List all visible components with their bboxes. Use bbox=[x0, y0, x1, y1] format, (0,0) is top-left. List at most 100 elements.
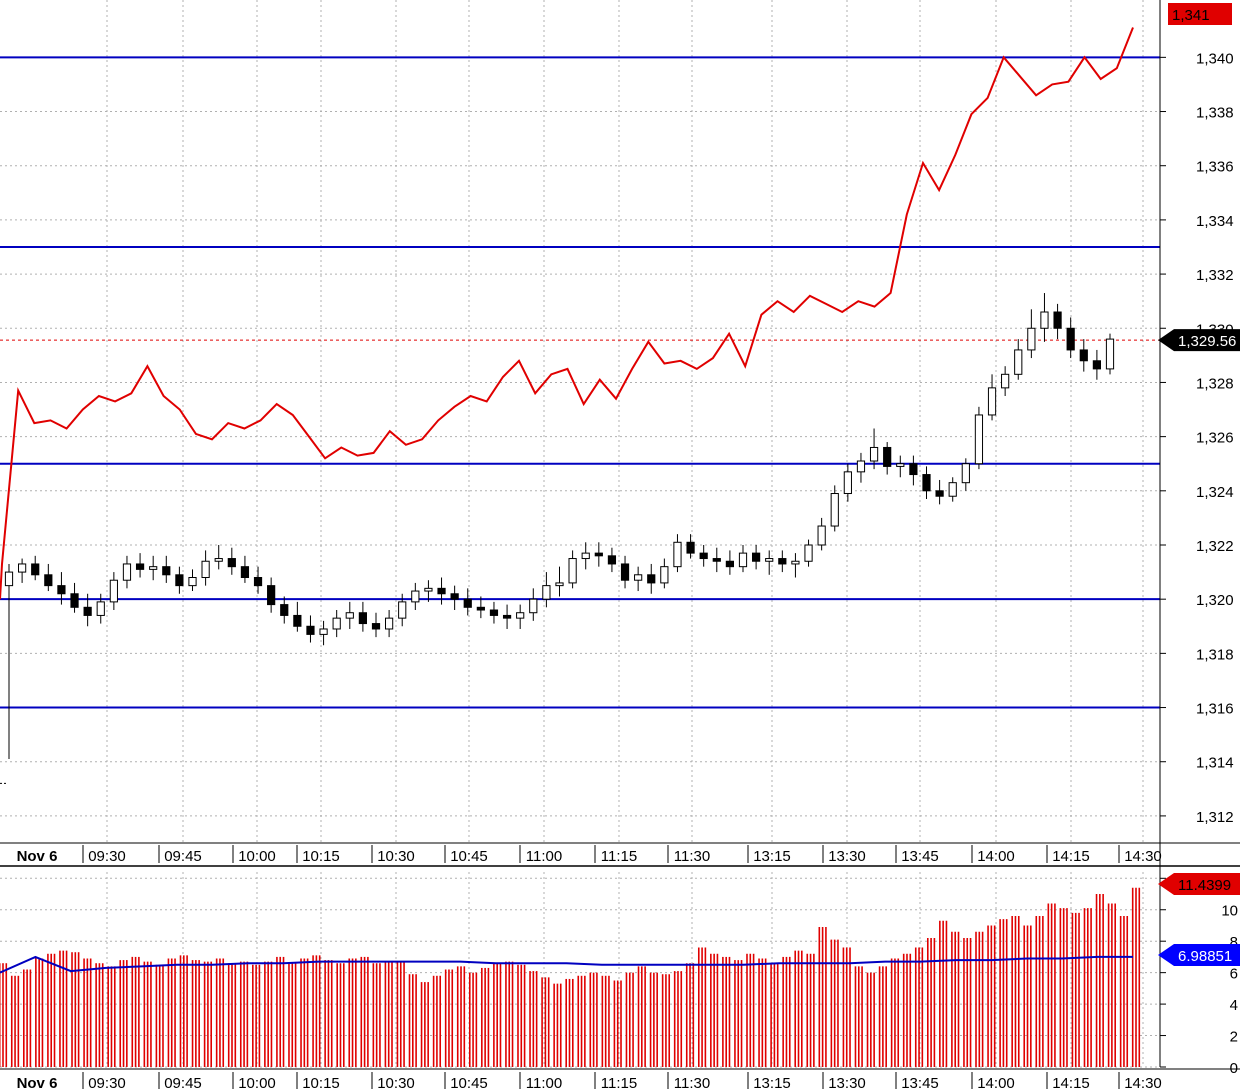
candle-body bbox=[1105, 338, 1115, 370]
candle-body bbox=[489, 609, 499, 616]
time-tick-label: 10:15 bbox=[302, 1075, 340, 1089]
price-tick-label: 1,322 bbox=[1196, 538, 1234, 555]
candle-body bbox=[607, 555, 617, 565]
candle-body bbox=[1066, 327, 1075, 351]
time-tick-label: 11:00 bbox=[526, 848, 562, 865]
time-tick-label: 10:15 bbox=[302, 848, 340, 865]
candle-body bbox=[122, 563, 132, 581]
candle-body bbox=[345, 612, 354, 619]
candle-body bbox=[44, 574, 53, 587]
volume-tick-label: 4 bbox=[1230, 997, 1238, 1014]
price-tick-label: 1,312 bbox=[1196, 809, 1234, 826]
time-axis: Nov 6 09:30 09:45 10:00 10:15 10:30 10:45 11:00… bbox=[17, 845, 1162, 865]
price-tick-label: 1,326 bbox=[1196, 430, 1234, 447]
candle-body bbox=[1092, 360, 1101, 370]
price-tick-label: 1,334 bbox=[1196, 213, 1234, 230]
candle-body bbox=[1014, 349, 1023, 375]
volume-grid bbox=[0, 872, 1160, 1068]
price-tick-label: 1,332 bbox=[1196, 267, 1234, 284]
candle-body bbox=[149, 566, 158, 570]
time-tick-label: 09:45 bbox=[164, 1075, 202, 1089]
time-tick-label: 10:00 bbox=[238, 1075, 276, 1089]
candle-body bbox=[581, 552, 590, 560]
price-tick-label: 1,328 bbox=[1196, 375, 1234, 392]
candle-body bbox=[948, 482, 957, 497]
price-tick-label: 1,340 bbox=[1196, 50, 1234, 67]
candle-body bbox=[660, 566, 669, 584]
candlestick-series bbox=[0, 293, 1115, 784]
last-price-badge: 1,329.56 bbox=[1178, 333, 1236, 350]
candle-body bbox=[935, 490, 944, 497]
candle-body bbox=[450, 593, 459, 600]
candle-body bbox=[568, 558, 577, 584]
price-grid bbox=[0, 0, 1160, 843]
candle-body bbox=[293, 614, 302, 627]
time-tick-label: 13:30 bbox=[828, 848, 866, 865]
volume-tick-label: 10 bbox=[1221, 903, 1238, 920]
time-tick-label: 13:15 bbox=[753, 1075, 791, 1089]
candle-body bbox=[201, 560, 210, 579]
time-tick-label: 09:45 bbox=[164, 848, 202, 865]
candle-body bbox=[961, 463, 970, 484]
candle-body bbox=[214, 558, 223, 562]
time-tick-label: 10:45 bbox=[450, 1075, 488, 1089]
candle-body bbox=[96, 601, 105, 616]
time-tick-label: 11:15 bbox=[601, 1075, 637, 1089]
price-tick-label: 1,324 bbox=[1196, 484, 1234, 501]
candle-body bbox=[686, 541, 695, 554]
time-tick-label: 14:00 bbox=[977, 1075, 1015, 1089]
volume-time-axis: Nov 6 09:30 09:45 10:00 10:15 10:30 10:45 11:00… bbox=[17, 1072, 1162, 1089]
time-tick-label: 13:45 bbox=[901, 848, 939, 865]
time-tick-label: 11:30 bbox=[674, 1075, 710, 1089]
time-tick-label: 09:30 bbox=[88, 1075, 126, 1089]
candle-body bbox=[843, 471, 852, 495]
candle-body bbox=[791, 560, 800, 565]
time-tick-label: 14:15 bbox=[1052, 848, 1090, 865]
candle-body bbox=[502, 614, 512, 619]
candle-body bbox=[778, 558, 787, 565]
candle-body bbox=[725, 560, 734, 568]
volume-average-badge-bg bbox=[1158, 944, 1240, 966]
time-tick-label: 14:15 bbox=[1052, 1075, 1090, 1089]
candle-body bbox=[1053, 311, 1062, 329]
candle-body bbox=[57, 585, 66, 595]
candle-body bbox=[647, 574, 656, 584]
candle-body bbox=[765, 558, 774, 562]
candle-body bbox=[620, 563, 630, 581]
candle-body bbox=[529, 598, 538, 614]
candle-body bbox=[358, 612, 367, 625]
time-tick-label: 10:00 bbox=[238, 848, 276, 865]
candle-body bbox=[699, 552, 708, 560]
candle-body bbox=[280, 604, 289, 616]
volume-tick-label: 0 bbox=[1230, 1060, 1238, 1077]
price-tick-label: 1,318 bbox=[1196, 646, 1234, 663]
time-tick-label: 11:00 bbox=[526, 1075, 562, 1089]
candle-body bbox=[830, 493, 839, 527]
candle-body bbox=[411, 590, 420, 603]
candle-body bbox=[267, 585, 276, 606]
candle-body bbox=[1001, 373, 1010, 389]
candle-body bbox=[175, 574, 184, 587]
candle-body bbox=[922, 474, 931, 492]
candle-body bbox=[817, 525, 826, 546]
candle-body bbox=[987, 387, 997, 416]
candle-body bbox=[869, 446, 879, 462]
candle-body bbox=[752, 552, 761, 562]
red-line-last-badge: 1,341 bbox=[1172, 7, 1210, 24]
candle-body bbox=[227, 558, 236, 568]
time-tick-label: 14:00 bbox=[977, 848, 1015, 865]
candle-body bbox=[463, 598, 472, 608]
candle-body bbox=[83, 606, 92, 616]
candle-body bbox=[594, 552, 603, 557]
candle-body bbox=[1027, 327, 1036, 351]
candle-body bbox=[856, 460, 866, 473]
candle-body bbox=[109, 579, 118, 603]
candle-body bbox=[188, 577, 197, 587]
price-tick-label: 1,314 bbox=[1196, 755, 1234, 772]
last-price-badge-bg bbox=[1158, 329, 1240, 352]
candle-body bbox=[673, 541, 682, 568]
time-tick-label: 09:30 bbox=[88, 848, 126, 865]
time-tick-label: 13:30 bbox=[828, 1075, 866, 1089]
